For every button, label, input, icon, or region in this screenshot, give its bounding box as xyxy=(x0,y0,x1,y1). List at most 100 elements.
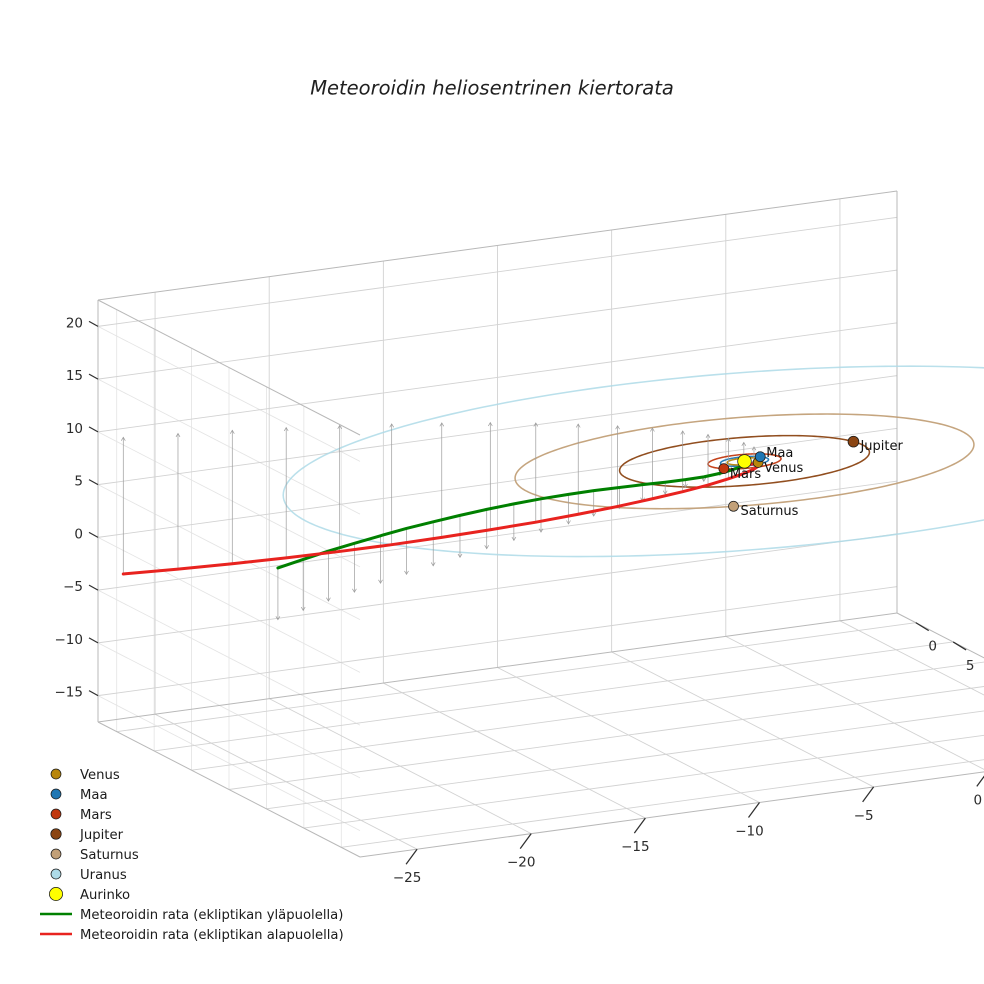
tick-label-z: 0 xyxy=(74,526,83,542)
legend-label-saturnus: Saturnus xyxy=(80,848,139,863)
stem-arrow xyxy=(389,423,395,428)
planet-label-maa: Maa xyxy=(766,446,793,461)
gridline-back-z xyxy=(97,586,898,697)
tick-label-x: −25 xyxy=(393,870,422,886)
tick-label-z: −5 xyxy=(63,579,83,595)
gridline-left-z xyxy=(97,537,361,673)
orbit-mars xyxy=(707,453,782,470)
legend-label-jupiter: Jupiter xyxy=(79,828,124,843)
tick-label-y: 0 xyxy=(928,639,937,655)
stem-arrow xyxy=(283,426,289,432)
tick-label-x: −20 xyxy=(507,855,536,871)
gridline-floor-y xyxy=(228,686,984,790)
stem-arrow xyxy=(683,483,688,489)
stem-arrow xyxy=(430,562,436,567)
tick-mark-z xyxy=(88,637,99,644)
legend-marker-uranus xyxy=(50,868,62,880)
legend-marker-saturnus xyxy=(50,848,62,860)
stem-arrow xyxy=(326,597,331,602)
gridline-floor-y xyxy=(341,759,984,848)
stem-arrow xyxy=(566,520,571,525)
tick-label-z: 10 xyxy=(66,421,83,437)
stem-arrow xyxy=(484,545,490,550)
stem-arrow xyxy=(751,446,757,451)
stem-arrow xyxy=(741,441,747,446)
stem-arrow xyxy=(701,477,707,482)
stem-arrow xyxy=(275,616,281,621)
gridline-back-z xyxy=(97,216,898,327)
tick-mark-x xyxy=(747,802,761,818)
planet-marker-maa[interactable] xyxy=(754,451,766,463)
planet-label-jupiter: Jupiter xyxy=(859,439,903,454)
stem-arrow xyxy=(120,436,126,441)
stem-arrow xyxy=(511,536,517,542)
stem-arrow xyxy=(457,553,463,558)
legend-label-aurinko: Aurinko xyxy=(80,888,130,903)
stem-arrow xyxy=(337,424,343,429)
legend-marker-venus xyxy=(50,768,62,780)
gridline-back-z xyxy=(97,427,898,538)
legend-marker-maa xyxy=(50,788,62,800)
stem-arrow xyxy=(352,588,357,593)
tick-mark-z xyxy=(88,690,99,697)
gridline-left-z xyxy=(97,326,361,462)
legend-marker-mars xyxy=(50,808,62,820)
tick-mark-x xyxy=(405,848,418,865)
tick-mark-y xyxy=(915,622,930,632)
tick-label-x: −10 xyxy=(735,824,764,840)
stem-arrow xyxy=(300,606,306,612)
stem-arrow xyxy=(705,433,711,438)
stem-arrow xyxy=(439,422,445,427)
planet-label-mars: Mars xyxy=(730,467,762,482)
tick-label-z: 15 xyxy=(66,368,83,384)
legend-label-mars: Mars xyxy=(80,808,112,823)
tick-mark-x xyxy=(519,833,532,850)
legend-marker-jupiter xyxy=(50,828,62,840)
orbit-saturnus xyxy=(514,413,975,510)
stem-arrow xyxy=(615,425,620,430)
gridline-floor-y xyxy=(191,661,984,771)
gridline-floor-y xyxy=(116,622,916,733)
tick-mark-y xyxy=(952,641,967,651)
tick-label-z: −10 xyxy=(55,632,84,648)
gridline-left-z xyxy=(97,484,361,621)
stem-arrow xyxy=(487,421,493,427)
planet-marker-saturnus[interactable] xyxy=(728,500,739,512)
axis-spine-back-x xyxy=(97,612,898,723)
axis-top-back xyxy=(97,190,898,301)
orbit-uranus xyxy=(282,365,984,558)
tick-label-y: 5 xyxy=(966,658,975,674)
stem-arrow xyxy=(533,422,539,427)
axis-spine-y xyxy=(896,612,984,659)
tick-label-z: 5 xyxy=(74,474,83,490)
planet-marker-jupiter[interactable] xyxy=(847,435,860,448)
legend-marker-aurinko xyxy=(49,887,63,901)
gridline-back-z xyxy=(97,533,898,644)
planet-marker-mars[interactable] xyxy=(718,463,730,474)
legend-label-meteoroidin-rata-ekliptikan-alapuolella: Meteoroidin rata (ekliptikan alapuolella… xyxy=(80,928,344,943)
tick-mark-z xyxy=(88,531,99,538)
orbit-jupiter xyxy=(618,434,871,488)
gridline-left-z xyxy=(97,431,361,568)
legend-label-venus: Venus xyxy=(80,768,120,783)
tick-mark-x xyxy=(976,775,984,787)
stem-arrow xyxy=(175,432,181,438)
stem-arrow xyxy=(650,427,655,432)
stem-arrow xyxy=(680,430,686,435)
pane-floor xyxy=(98,613,984,857)
tick-label-x: 0 xyxy=(973,792,982,808)
tick-mark-x xyxy=(862,786,875,803)
tick-mark-z xyxy=(88,479,99,486)
tick-label-z: 20 xyxy=(66,315,83,331)
gridline-back-z xyxy=(97,322,898,433)
legend-label-meteoroidin-rata-ekliptikan-yl-puolella: Meteoroidin rata (ekliptikan yläpuolella… xyxy=(80,908,343,923)
gridline-back-z xyxy=(97,375,898,486)
gridline-left-z xyxy=(97,589,361,726)
sun-marker[interactable] xyxy=(737,454,752,469)
tick-mark-z xyxy=(88,584,99,591)
gridline-floor-y xyxy=(266,710,984,810)
gridline-left-z xyxy=(97,378,361,515)
gridline-back-z xyxy=(97,480,898,591)
gridline-floor-y xyxy=(154,641,954,752)
